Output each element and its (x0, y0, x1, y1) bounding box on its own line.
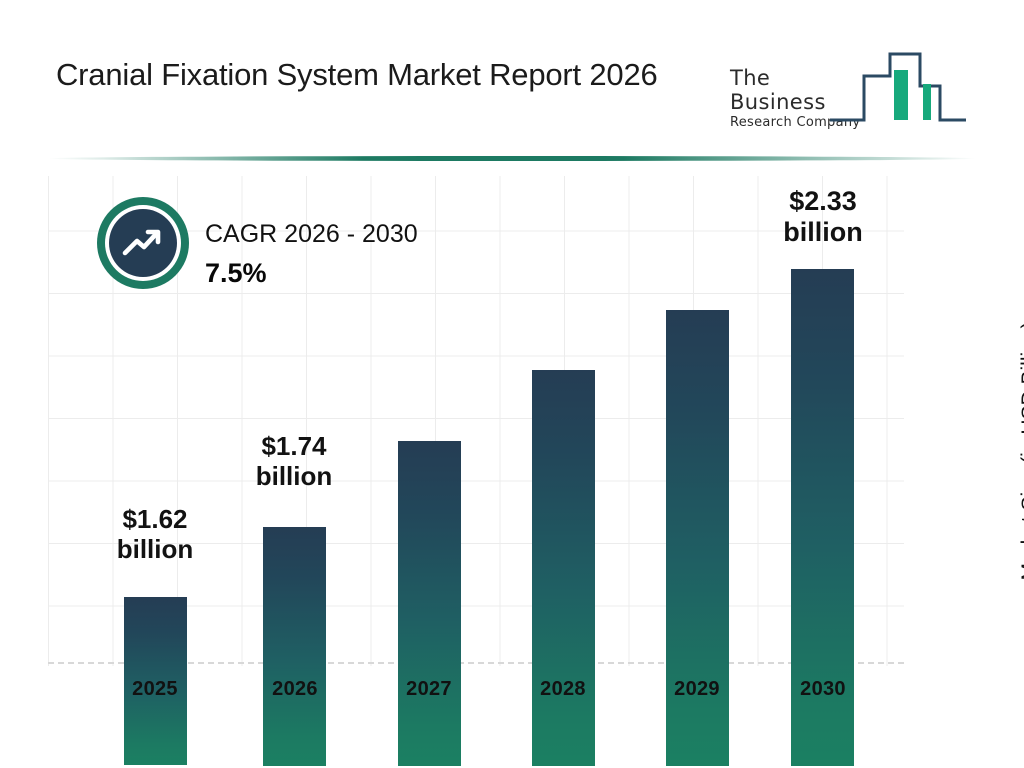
cagr-badge-core (109, 209, 177, 277)
y-axis-title: Market Size (in USD Billion) (1018, 321, 1024, 581)
bar-2029[interactable] (666, 310, 729, 766)
cagr-period: CAGR 2026 - 2030 (205, 220, 418, 248)
plot-area (48, 176, 904, 666)
page-title: Cranial Fixation System Market Report 20… (56, 57, 658, 92)
value-unit-2030: billion (783, 216, 863, 247)
cagr-badge (97, 197, 189, 289)
bar-2030[interactable] (791, 269, 854, 766)
x-label-2026: 2026 (272, 678, 318, 700)
cagr-value: 7.5% (205, 258, 267, 288)
value-unit-2025: billion (116, 533, 194, 564)
logo-wordmark: The Business Research Company (730, 66, 870, 131)
company-logo: The Business Research Company (728, 40, 968, 138)
cagr-callout: CAGR 2026 - 2030 7.5% (97, 197, 517, 307)
bar-2026[interactable] (263, 527, 326, 766)
value-label-2030: $2.33 billion (752, 186, 894, 248)
value-label-2025: $1.62 billion (85, 504, 225, 564)
bar-chart-logo-mark (830, 52, 966, 122)
value-label-2026: $1.74 billion (224, 431, 364, 491)
logo-line-2: Research Company (730, 115, 861, 130)
value-amount-2030: $2.33 (789, 186, 857, 216)
x-label-2028: 2028 (540, 678, 586, 700)
grid-lines (48, 176, 904, 666)
x-label-2025: 2025 (132, 678, 178, 700)
header-divider (48, 156, 976, 161)
cagr-badge-ring (105, 205, 181, 281)
x-label-2029: 2029 (674, 678, 720, 700)
value-unit-2026: billion (255, 460, 333, 491)
cagr-text-block: CAGR 2026 - 2030 7.5% (205, 217, 418, 292)
bar-2028[interactable] (532, 370, 595, 766)
trending-up-icon (122, 229, 161, 256)
x-label-2030: 2030 (800, 678, 846, 700)
value-amount-2025: $1.62 (122, 504, 188, 534)
bar-2027[interactable] (398, 441, 461, 766)
bar-2025[interactable] (124, 597, 187, 765)
axis-baseline (48, 662, 904, 664)
x-label-2027: 2027 (406, 678, 452, 700)
logo-line-1: The Business (730, 66, 826, 114)
value-amount-2026: $1.74 (261, 431, 327, 461)
